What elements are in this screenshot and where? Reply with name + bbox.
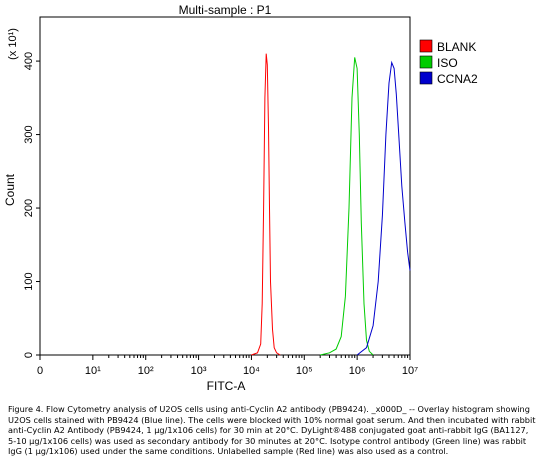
chart-title: Multi-sample : P1: [179, 3, 272, 17]
legend-swatch: [419, 71, 433, 85]
x-tick-label: 0: [37, 365, 43, 377]
x-tick-label: 10³: [191, 365, 207, 377]
x-axis-label: FITC-A: [207, 379, 246, 393]
x-tick-label: 10⁴: [243, 365, 260, 377]
flow-cytometry-chart: Multi-sample : P1 (x 10¹) Count FITC-A 0…: [3, 3, 478, 393]
series-line-ccna2: [356, 60, 411, 356]
x-tick-label: 10⁶: [349, 365, 366, 377]
x-axis-ticks: 0 10¹ 10² 10³ 10⁴ 10⁵ 10⁶ 10⁷: [37, 355, 418, 377]
legend-label: BLANK: [437, 40, 476, 54]
y-tick-label: 300: [23, 125, 35, 143]
x-tick-label: 10⁵: [296, 365, 313, 377]
x-tick-label: 10²: [138, 365, 154, 377]
series-line-iso: [320, 57, 374, 356]
legend-swatch: [419, 39, 433, 53]
figure-caption: Figure 4. Flow Cytometry analysis of U2O…: [8, 404, 536, 457]
series-line-blank: [251, 53, 281, 356]
y-tick-label: 200: [23, 199, 35, 217]
x-tick-label: 10¹: [85, 365, 101, 377]
y-tick-label: 400: [23, 52, 35, 70]
chart-legend: BLANK ISO CCNA2: [419, 39, 478, 86]
histogram-series: [251, 53, 411, 356]
y-tick-label: 0: [23, 352, 35, 358]
y-axis-ticks: 0 100 200 300 400: [23, 52, 40, 358]
x-tick-label: 10⁷: [402, 365, 418, 377]
y-tick-label: 100: [23, 272, 35, 290]
legend-label: CCNA2: [437, 72, 478, 86]
legend-swatch: [419, 55, 433, 69]
y-axis-multiplier: (x 10¹): [7, 28, 19, 60]
legend-label: ISO: [437, 56, 458, 70]
plot-area-frame: [39, 16, 411, 356]
y-axis-label: Count: [3, 173, 17, 206]
